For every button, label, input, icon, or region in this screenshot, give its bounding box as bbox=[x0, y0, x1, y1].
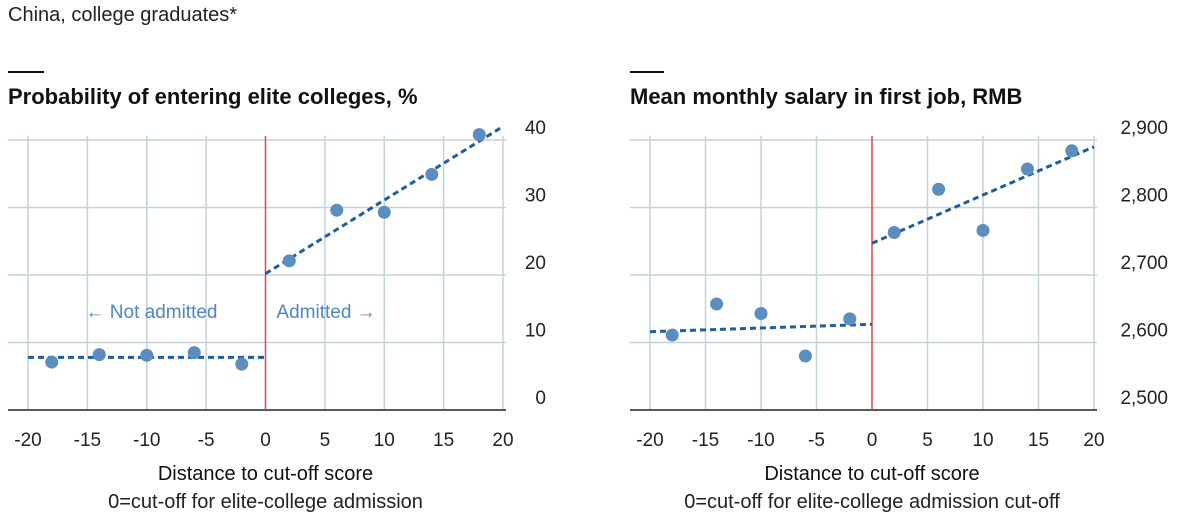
annotation-label: ← Not admitted bbox=[86, 302, 218, 323]
chart-panel-1: Probability of entering elite colleges, … bbox=[8, 71, 546, 513]
data-point bbox=[235, 357, 249, 371]
x-axis-subtitle: 0=cut-off for elite-college admission cu… bbox=[684, 491, 1060, 513]
x-tick-label: 5 bbox=[922, 430, 933, 451]
y-tick-label: 20 bbox=[525, 253, 546, 274]
x-tick-label: -15 bbox=[74, 430, 101, 451]
data-point bbox=[45, 355, 59, 369]
x-tick-label: 20 bbox=[492, 430, 513, 451]
data-point bbox=[425, 167, 439, 181]
x-tick-label: 0 bbox=[260, 430, 271, 451]
x-tick-label: -5 bbox=[808, 430, 825, 451]
fit-line-left bbox=[649, 322, 873, 334]
x-tick-label: -5 bbox=[198, 430, 215, 451]
data-point bbox=[472, 128, 486, 142]
data-point bbox=[665, 328, 679, 342]
y-tick-label: 2,600 bbox=[1120, 321, 1168, 342]
x-tick-label: 5 bbox=[320, 430, 331, 451]
data-point bbox=[92, 348, 106, 362]
x-tick-label: 20 bbox=[1083, 430, 1104, 451]
y-tick-label: 2,900 bbox=[1120, 118, 1168, 139]
figure-header: China, college graduates* bbox=[8, 4, 238, 26]
x-tick-label: 15 bbox=[1028, 430, 1049, 451]
x-axis-subtitle: 0=cut-off for elite-college admission bbox=[108, 491, 423, 513]
data-point bbox=[282, 254, 296, 268]
x-tick-label: 0 bbox=[867, 430, 878, 451]
data-point bbox=[1065, 144, 1079, 158]
y-tick-label: 2,800 bbox=[1120, 186, 1168, 207]
y-tick-label: 40 bbox=[525, 118, 546, 139]
y-tick-label: 30 bbox=[525, 186, 546, 207]
data-point bbox=[140, 348, 154, 362]
x-axis-title: Distance to cut-off score bbox=[764, 463, 979, 485]
data-point bbox=[843, 312, 857, 326]
y-tick-label: 2,500 bbox=[1120, 388, 1168, 409]
data-point bbox=[754, 306, 768, 320]
data-point bbox=[187, 346, 201, 360]
x-tick-label: 10 bbox=[972, 430, 993, 451]
chart-title: Probability of entering elite colleges, … bbox=[8, 84, 418, 109]
data-point bbox=[1020, 162, 1034, 176]
fit-line-right bbox=[871, 145, 1095, 245]
x-tick-label: 15 bbox=[433, 430, 454, 451]
x-tick-label: -10 bbox=[747, 430, 774, 451]
y-tick-label: 10 bbox=[525, 321, 546, 342]
x-tick-label: -20 bbox=[14, 430, 41, 451]
y-tick-label: 2,700 bbox=[1120, 253, 1168, 274]
data-point bbox=[887, 225, 901, 239]
data-point bbox=[976, 223, 990, 237]
x-tick-label: 10 bbox=[374, 430, 395, 451]
chart-title: Mean monthly salary in first job, RMB bbox=[630, 84, 1022, 109]
annotation-label: Admitted → bbox=[276, 302, 375, 323]
fit-line-right bbox=[264, 125, 504, 275]
data-point bbox=[377, 205, 391, 219]
y-tick-label: 0 bbox=[535, 388, 546, 409]
x-tick-label: -10 bbox=[133, 430, 160, 451]
data-point bbox=[932, 182, 946, 196]
data-point bbox=[798, 349, 812, 363]
x-tick-label: -15 bbox=[692, 430, 719, 451]
x-tick-label: -20 bbox=[636, 430, 663, 451]
data-point bbox=[710, 297, 724, 311]
data-point bbox=[330, 203, 344, 217]
chart-panel-2: Mean monthly salary in first job, RMB -20… bbox=[630, 71, 1168, 513]
x-axis-title: Distance to cut-off score bbox=[158, 463, 373, 485]
